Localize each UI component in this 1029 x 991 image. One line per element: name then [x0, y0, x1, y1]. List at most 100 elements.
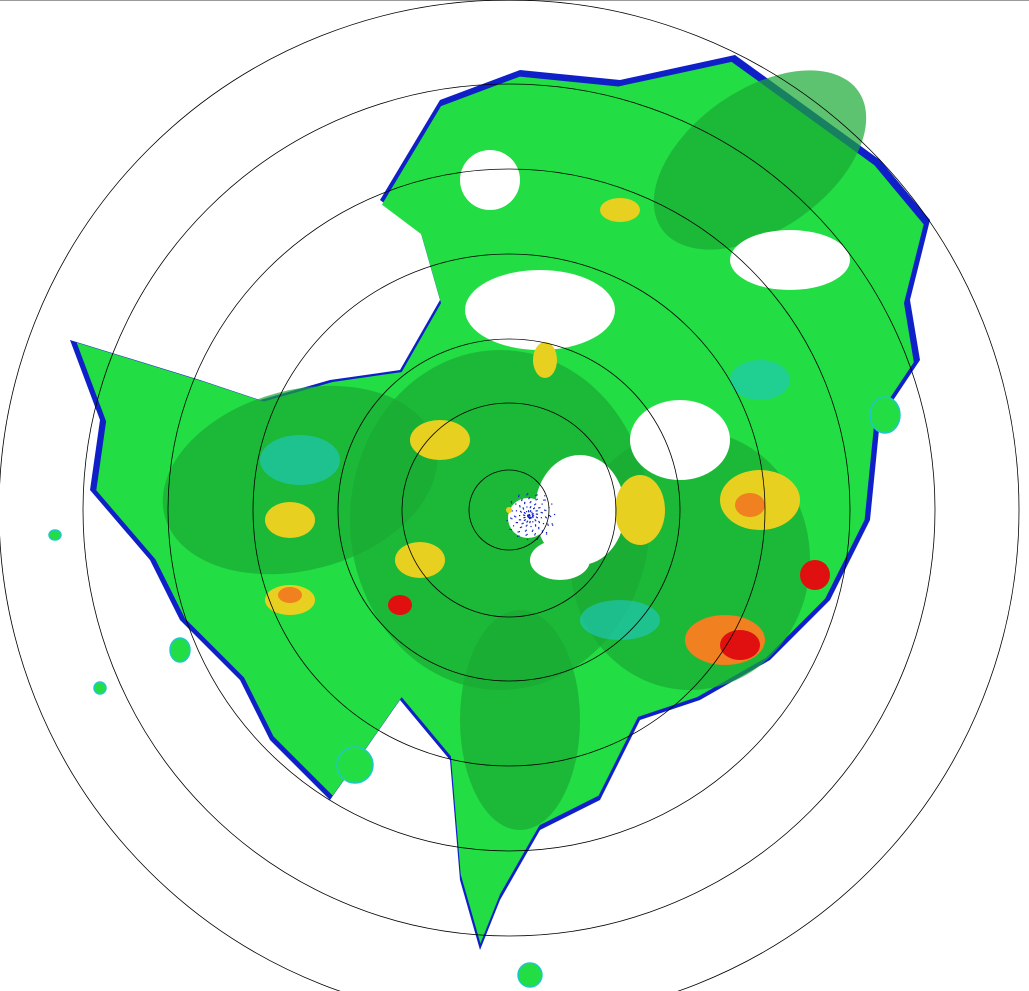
clutter-point — [547, 523, 549, 525]
clutter-point — [531, 517, 533, 519]
clutter-point — [551, 523, 553, 525]
clutter-point — [531, 515, 534, 518]
clutter-point — [519, 519, 522, 521]
precip-heavy — [533, 342, 557, 378]
precip-intense — [278, 587, 302, 603]
clutter-point — [549, 515, 551, 517]
precip-intense — [388, 595, 412, 615]
clutter-point — [521, 523, 523, 525]
clutter-point — [535, 499, 537, 501]
range-ring — [337, 338, 681, 682]
clutter-point — [530, 517, 532, 519]
clutter-point — [524, 530, 527, 532]
clutter-point — [535, 520, 537, 522]
clutter-point — [544, 509, 546, 511]
clutter-point — [530, 506, 532, 508]
clutter-point — [535, 510, 537, 512]
clutter-point — [523, 517, 525, 519]
clutter-point — [515, 503, 517, 505]
clutter-point — [509, 528, 511, 530]
clutter-point — [549, 515, 552, 518]
isolated-cell — [869, 396, 901, 434]
clutter-point — [527, 514, 529, 516]
clutter-point — [521, 498, 523, 500]
clutter-point — [526, 506, 528, 508]
clutter-point — [523, 512, 526, 514]
clutter-point — [529, 517, 531, 519]
clutter-point — [528, 515, 530, 517]
clutter-point — [538, 507, 540, 509]
clutter-point — [534, 524, 537, 526]
precip-intense — [720, 630, 760, 660]
clutter-point — [522, 522, 524, 524]
clutter-point — [519, 510, 522, 512]
clutter-point — [520, 511, 522, 513]
clutter-point — [523, 519, 526, 521]
precip-intense — [735, 493, 765, 517]
clutter-point — [515, 510, 518, 512]
precip-heavy — [615, 475, 665, 545]
clutter-point — [524, 501, 526, 504]
clutter-point — [510, 502, 513, 504]
precip-heavy — [395, 542, 445, 578]
clutter-point — [526, 521, 528, 523]
clutter-point — [527, 511, 530, 513]
clutter-zone — [508, 498, 548, 538]
precip-heavy — [600, 198, 640, 222]
clutter-point — [525, 529, 527, 531]
clutter-point — [524, 516, 526, 519]
clutter-point — [529, 497, 531, 499]
clutter-point — [524, 519, 526, 521]
clutter-point — [529, 507, 531, 509]
clutter-point — [529, 516, 532, 519]
clutter-point — [536, 494, 538, 496]
clutter-point — [518, 519, 521, 521]
clutter-point — [519, 505, 521, 507]
clutter-point — [506, 519, 508, 522]
clutter-point — [526, 538, 529, 541]
clutter-point — [544, 499, 546, 501]
clear-area — [530, 540, 590, 580]
clutter-point — [534, 504, 536, 506]
isolated-cell — [169, 637, 191, 663]
clutter-point — [532, 521, 534, 523]
clutter-point — [541, 530, 544, 532]
clutter-point — [539, 507, 541, 509]
isolated-cell — [517, 962, 543, 988]
precip-moderate — [460, 610, 580, 830]
clutter-point — [526, 524, 528, 526]
clutter-point — [547, 524, 549, 526]
clutter-point — [515, 521, 517, 524]
clutter-point — [518, 535, 520, 537]
clutter-point — [522, 507, 524, 509]
clutter-point — [544, 516, 547, 518]
clutter-point — [511, 510, 513, 512]
clutter-point — [511, 518, 513, 520]
clear-area — [630, 400, 730, 480]
clutter-point — [536, 498, 538, 500]
clutter-point — [510, 529, 512, 531]
clutter-point — [544, 495, 546, 497]
clutter-point — [526, 494, 528, 496]
clutter-point — [525, 511, 528, 513]
clutter-point — [531, 511, 533, 513]
range-ring — [401, 402, 617, 618]
precipitation-layer — [48, 55, 930, 988]
precip-heavy — [410, 420, 470, 460]
clutter-point — [519, 506, 521, 508]
clutter-point — [519, 526, 522, 529]
clutter-point — [535, 513, 538, 515]
clutter-point — [534, 533, 536, 535]
clutter-point — [529, 520, 531, 523]
precip-moderate — [653, 70, 867, 250]
clutter-point — [527, 515, 529, 517]
clutter-point — [527, 510, 530, 512]
precip-light — [580, 600, 660, 640]
clutter-point — [517, 535, 519, 537]
clutter-point — [514, 515, 516, 517]
clutter-point — [525, 534, 527, 536]
precip-heavy — [265, 502, 315, 538]
clutter-point — [536, 517, 538, 519]
clutter-point — [526, 533, 528, 536]
